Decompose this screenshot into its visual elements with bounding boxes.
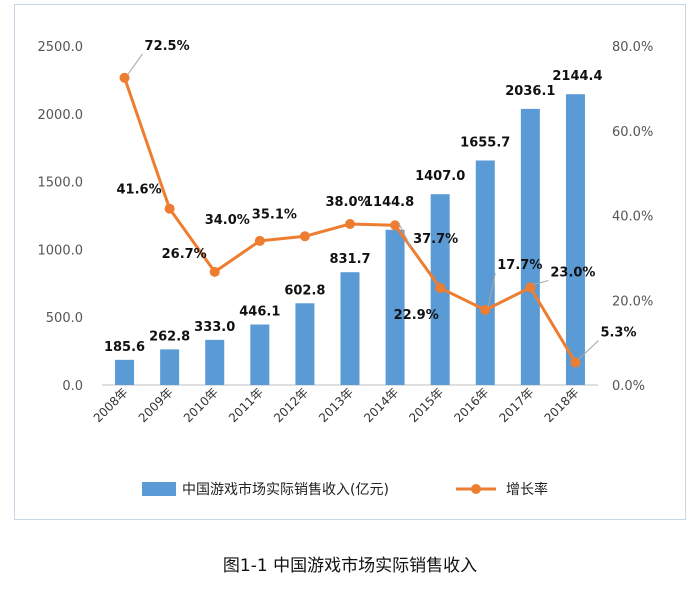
- bar: [565, 94, 585, 385]
- bar-value-label: 602.8: [284, 283, 325, 298]
- bar-value-label: 831.7: [329, 252, 370, 267]
- growth-point: [525, 282, 536, 293]
- bar-value-label: 185.6: [104, 340, 145, 355]
- bar-value-label: 333.0: [194, 320, 235, 335]
- x-tick-label: 2011年: [226, 385, 266, 425]
- label-leader-line: [127, 53, 143, 76]
- bar: [475, 160, 495, 385]
- legend-bar-label: 中国游戏市场实际销售收入(亿元): [182, 481, 389, 498]
- bar: [340, 272, 360, 385]
- x-tick-label: 2008年: [91, 385, 131, 425]
- y-right-tick-label: 20.0%: [612, 294, 653, 309]
- x-tick-label: 2013年: [316, 385, 356, 425]
- legend-bar-swatch: [142, 482, 176, 496]
- bar: [520, 108, 540, 385]
- bar: [295, 303, 315, 385]
- growth-line: [119, 72, 581, 368]
- y-left-tick-label: 0.0: [62, 379, 83, 394]
- y-left-tick-label: 2000.0: [38, 108, 84, 123]
- growth-value-label: 37.7%: [413, 232, 458, 247]
- growth-value-label: 5.3%: [600, 326, 636, 341]
- x-tick-label: 2016年: [451, 385, 491, 425]
- growth-value-label: 22.9%: [394, 308, 439, 323]
- growth-value-label: 26.7%: [162, 247, 207, 262]
- growth-value-label: 38.0%: [325, 195, 370, 210]
- bar: [250, 324, 270, 385]
- legend-line-marker: [471, 484, 481, 494]
- legend: 中国游戏市场实际销售收入(亿元) 增长率: [142, 481, 548, 498]
- growth-value-label: 41.6%: [117, 183, 162, 198]
- label-leader-line: [578, 340, 599, 360]
- growth-point: [164, 203, 175, 214]
- x-tick-label: 2017年: [497, 385, 537, 425]
- growth-point: [119, 72, 130, 83]
- growth-point: [209, 266, 220, 277]
- growth-point: [299, 231, 310, 242]
- growth-point: [480, 304, 491, 315]
- growth-point: [254, 235, 265, 246]
- bar: [385, 229, 405, 385]
- bar-value-label: 262.8: [149, 329, 190, 344]
- combo-chart: 0.0 500.0 1000.0 1500.0 2000.0 2500.0 0.0% 20.0…: [38, 39, 654, 498]
- growth-value-label: 23.0%: [550, 266, 595, 281]
- x-tick-label: 2015年: [406, 385, 446, 425]
- x-tick-label: 2018年: [542, 385, 582, 425]
- bar-value-label: 1144.8: [364, 195, 414, 210]
- y-left-tick-label: 2500.0: [38, 40, 84, 55]
- y-right-tick-label: 60.0%: [612, 125, 653, 140]
- growth-point: [435, 282, 446, 293]
- x-tick-label: 2009年: [136, 385, 176, 425]
- bar-value-label: 2036.1: [505, 84, 555, 99]
- bar-value-label: 446.1: [239, 305, 280, 320]
- label-leader-line: [397, 222, 412, 248]
- growth-value-label: 34.0%: [205, 213, 250, 228]
- bars: [115, 94, 585, 385]
- growth-labels: 72.5% 41.6% 26.7% 34.0% 35.1% 38.0% 37.7% 22.9%…: [117, 39, 637, 360]
- x-tick-label: 2010年: [181, 385, 221, 425]
- growth-point: [345, 218, 355, 229]
- bar: [115, 359, 135, 385]
- y-right-tick-label: 40.0%: [612, 210, 653, 225]
- label-leader-line: [487, 272, 496, 308]
- bar: [160, 349, 180, 385]
- growth-value-label: 72.5%: [145, 39, 190, 54]
- label-leader-line: [533, 280, 549, 286]
- legend-line-label: 增长率: [506, 481, 548, 498]
- bar-value-label: 2144.4: [552, 69, 602, 84]
- figure-caption: 图1-1 中国游戏市场实际销售收入: [222, 556, 478, 576]
- bar-value-label: 1407.0: [415, 169, 465, 184]
- y-left-tick-label: 500.0: [46, 311, 83, 326]
- x-tick-label: 2012年: [271, 385, 311, 425]
- growth-point: [570, 357, 581, 368]
- y-left-tick-label: 1500.0: [38, 176, 84, 191]
- growth-value-label: 17.7%: [497, 258, 542, 273]
- growth-point: [390, 220, 401, 231]
- bar-labels: 185.6 262.8 333.0 446.1 602.8 831.7 1144.81407…: [104, 69, 603, 355]
- y-right-tick-label: 80.0%: [612, 40, 653, 55]
- y-right-tick-label: 0.0%: [612, 379, 645, 394]
- growth-value-label: 35.1%: [252, 207, 297, 222]
- x-tick-label: 2014年: [361, 385, 401, 425]
- bar: [205, 339, 225, 385]
- y-left-tick-label: 1000.0: [38, 243, 84, 258]
- bar-value-label: 1655.7: [460, 135, 510, 150]
